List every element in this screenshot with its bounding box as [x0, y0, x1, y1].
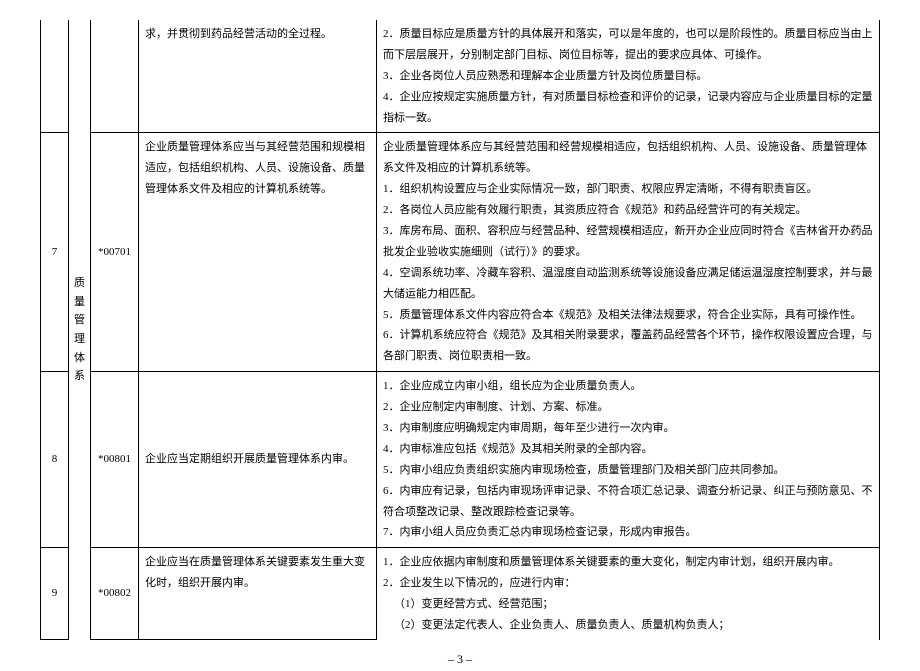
- detail-text: 1．企业应成立内审小组，组长应为企业质量负责人。2．企业应制定内审制度、计划、方…: [377, 372, 880, 548]
- row-number: 7: [41, 133, 69, 372]
- detail-text: 1．企业应依据内审制度和质量管理体系关键要素的重大变化，制定内审计划，组织开展内…: [377, 548, 880, 640]
- requirement-text: 企业应当定期组织开展质量管理体系内审。: [139, 372, 377, 548]
- row-number: 8: [41, 372, 69, 548]
- row-number: [41, 20, 69, 133]
- table-row: 9 *00802企业应当在质量管理体系关键要素发生重大变化时，组织开展内审。1．企…: [41, 548, 880, 640]
- table-row: 质量管理体系求，并贯彻到药品经营活动的全过程。2．质量目标应是质量方针的具体展开…: [41, 20, 880, 133]
- detail-text: 企业质量管理体系应与其经营范围和经营规模相适应，包括组织机构、人员、设施设备、质…: [377, 133, 880, 372]
- item-code: *00802: [91, 548, 139, 640]
- requirement-text: 企业质量管理体系应当与其经营范围和规模相适应，包括组织机构、人员、设施设备、质量…: [139, 133, 377, 372]
- requirement-text: 企业应当在质量管理体系关键要素发生重大变化时，组织开展内审。: [139, 548, 377, 640]
- detail-text: 2．质量目标应是质量方针的具体展开和落实，可以是年度的，也可以是阶段性的。质量目…: [377, 20, 880, 133]
- item-code: [91, 20, 139, 133]
- page-number: – 3 –: [40, 648, 880, 671]
- table-row: 7 *00701企业质量管理体系应当与其经营范围和规模相适应，包括组织机构、人员、…: [41, 133, 880, 372]
- row-number: 9: [41, 548, 69, 640]
- item-code: *00801: [91, 372, 139, 548]
- item-code: *00701: [91, 133, 139, 372]
- table-row: 8 *00801企业应当定期组织开展质量管理体系内审。1．企业应成立内审小组，组长…: [41, 372, 880, 548]
- requirement-text: 求，并贯彻到药品经营活动的全过程。: [139, 20, 377, 133]
- regulation-table: 质量管理体系 求，并贯彻到药品经营活动的全过程。2．质量目标应是质量方针的具体展开…: [40, 20, 880, 640]
- category-cell: 质量管理体系: [69, 20, 91, 640]
